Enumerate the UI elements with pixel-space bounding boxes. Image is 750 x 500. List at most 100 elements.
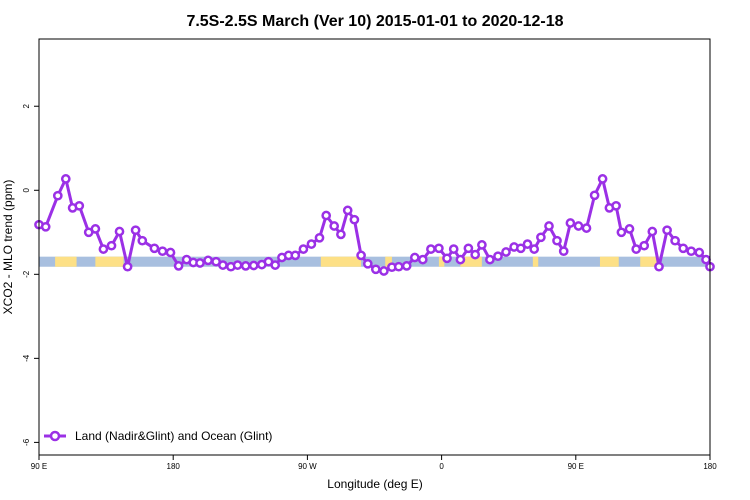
y-tick-label: -2 [22, 270, 31, 278]
data-point [455, 254, 466, 265]
data-point [40, 221, 51, 232]
data-point [529, 244, 540, 254]
data-point [654, 261, 664, 272]
data-point [232, 260, 243, 270]
data-point [393, 261, 404, 272]
ocean-coverage-band [39, 256, 710, 267]
land-coverage-segment [599, 256, 619, 267]
data-point [342, 205, 353, 216]
data-point [329, 221, 340, 231]
data-point [370, 264, 381, 275]
data-point [321, 210, 332, 221]
data-point [137, 235, 148, 246]
data-point [426, 244, 436, 254]
data-point [114, 226, 125, 237]
data-point [270, 260, 281, 270]
data-point [362, 258, 373, 269]
x-tick-label: 180 [167, 462, 181, 471]
data-point [463, 243, 474, 254]
land-coverage-segment [385, 256, 392, 267]
x-tick-label: 0 [439, 462, 444, 471]
data-point [573, 221, 584, 231]
legend-label: Land (Nadir&Glint) and Ocean (Glint) [75, 429, 272, 443]
data-point [442, 253, 452, 264]
data-point [130, 225, 141, 236]
land-coverage-segment [460, 256, 482, 267]
x-tick-label: 90 E [568, 462, 584, 471]
data-point [544, 221, 554, 231]
x-tick-label: 90 E [31, 462, 47, 471]
data-point [98, 244, 109, 254]
legend: Land (Nadir&Glint) and Ocean (Glint) [44, 429, 272, 443]
data-point [409, 252, 420, 263]
y-axis: -6 -4 -2 0 2 [22, 103, 39, 446]
data-point [565, 218, 576, 228]
data-point [173, 261, 184, 271]
data-point [515, 243, 526, 254]
data-point [149, 243, 160, 254]
data-point [106, 240, 117, 251]
data-point [417, 254, 428, 265]
data-point [448, 244, 459, 254]
x-tick-label: 180 [703, 462, 717, 471]
data-point [434, 243, 444, 254]
data-point [195, 258, 205, 268]
data-point [485, 254, 495, 265]
data-point [314, 232, 325, 243]
data-point [616, 227, 627, 238]
land-coverage-segment [438, 256, 445, 267]
data-point [493, 251, 503, 262]
y-tick-label: 0 [22, 187, 31, 192]
data-point [52, 190, 63, 201]
data-point [624, 224, 635, 234]
y-tick-label: 2 [22, 103, 31, 108]
x-tick-label: 90 W [298, 462, 317, 471]
data-point [356, 250, 366, 261]
data-point [662, 225, 672, 236]
data-point [349, 214, 360, 225]
y-axis-label: XCO2 - MLO trend (ppm) [1, 180, 15, 315]
data-point [558, 246, 569, 257]
x-axis-label: Longitude (deg E) [327, 477, 422, 491]
data-point [401, 261, 412, 271]
data-point [60, 174, 71, 184]
data-point [589, 190, 600, 201]
data-point [379, 266, 389, 276]
data-point [203, 255, 213, 266]
land-coverage-segment [320, 256, 362, 267]
data-point [597, 174, 608, 184]
data-point [470, 249, 481, 260]
series-group [34, 174, 715, 276]
data-point [240, 261, 251, 271]
legend-marker [49, 430, 61, 442]
data-point [298, 244, 309, 254]
data-point [218, 260, 228, 270]
x-axis: 90 E 180 90 W 0 90 E 180 [31, 455, 717, 471]
land-coverage-segment [640, 256, 660, 267]
data-point [552, 235, 562, 246]
data-point [290, 250, 301, 261]
data-point [336, 229, 346, 240]
data-point [647, 226, 658, 237]
data-point [694, 247, 705, 258]
data-point [122, 261, 133, 272]
data-point [536, 232, 546, 243]
data-point [74, 200, 85, 211]
plot-frame [38, 38, 711, 456]
data-point [581, 223, 592, 233]
data-point [165, 247, 176, 258]
data-point [670, 235, 680, 246]
data-point [157, 246, 168, 257]
data-point [678, 243, 689, 254]
data-point [686, 246, 697, 257]
data-point [248, 260, 259, 271]
chart-title: 7.5S-2.5S March (Ver 10) 2015-01-01 to 2… [186, 13, 563, 30]
data-point [522, 239, 533, 249]
land-coverage-segment [55, 256, 77, 267]
land-coverage-segment [95, 256, 124, 267]
coverage-band [39, 256, 710, 267]
data-point [477, 240, 487, 250]
data-point [90, 224, 101, 234]
y-tick-label: -6 [22, 438, 31, 446]
